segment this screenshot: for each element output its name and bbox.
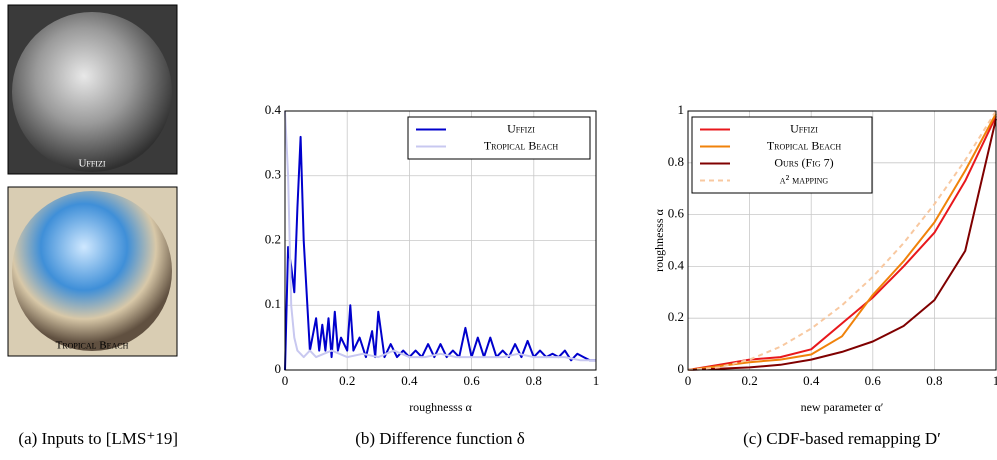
y-tick-label: 1 — [678, 102, 685, 117]
y-tick-label: 0.3 — [265, 167, 281, 182]
x-tick-label: 0.4 — [401, 373, 418, 388]
y-tick-label: 0 — [275, 361, 282, 376]
legend-label: Tropical Beach — [484, 138, 559, 152]
x-tick-label: 0 — [685, 373, 692, 388]
y-tick-label: 0.2 — [668, 309, 684, 324]
x-tick-label: 0.8 — [526, 373, 542, 388]
x-tick-label: 0 — [282, 373, 289, 388]
x-tick-label: 0.2 — [339, 373, 355, 388]
y-tick-label: 0.4 — [265, 102, 282, 117]
legend-label: Ours (Fig 7) — [774, 155, 833, 169]
legend — [407, 116, 591, 160]
legend-label: Tropical Beach — [767, 138, 842, 152]
y-tick-label: 0.6 — [668, 206, 685, 221]
sphere — [12, 191, 172, 351]
plot-frame — [687, 110, 997, 371]
image-label: Uffizi — [78, 158, 105, 170]
x-axis-label: roughnesss α — [409, 400, 472, 414]
x-tick-label: 1 — [593, 373, 600, 388]
series-line — [687, 115, 997, 371]
caption: (a) Inputs to [LMS⁺19] — [18, 429, 178, 448]
legend-label: Uffizi — [507, 121, 535, 135]
x-tick-label: 0.6 — [463, 373, 480, 388]
plot-frame — [284, 110, 597, 371]
caption: (b) Difference function δ — [355, 429, 525, 448]
y-tick-label: 0 — [678, 361, 685, 376]
legend-label: α² mapping — [780, 172, 829, 186]
sphere — [12, 12, 172, 172]
legend-label: Uffizi — [790, 121, 818, 135]
y-axis-label: roughnesss α — [652, 208, 666, 271]
series-line — [687, 113, 997, 371]
x-tick-label: 1 — [993, 373, 997, 388]
y-tick-label: 0.8 — [668, 154, 684, 169]
caption: (c) CDF-based remapping D′ — [743, 429, 941, 448]
y-tick-label: 0.4 — [668, 257, 685, 272]
x-tick-label: 0.6 — [865, 373, 882, 388]
series-line — [284, 110, 596, 362]
series-line — [687, 118, 997, 371]
x-tick-label: 0.8 — [926, 373, 942, 388]
image-label: Tropical Beach — [56, 340, 129, 352]
x-tick-label: 0.2 — [741, 373, 757, 388]
series-line — [284, 135, 596, 371]
series-line — [687, 110, 997, 371]
x-axis-label: new parameter α′ — [801, 400, 884, 414]
y-tick-label: 0.2 — [265, 231, 281, 246]
x-tick-label: 0.4 — [803, 373, 820, 388]
y-tick-label: 0.1 — [265, 296, 281, 311]
